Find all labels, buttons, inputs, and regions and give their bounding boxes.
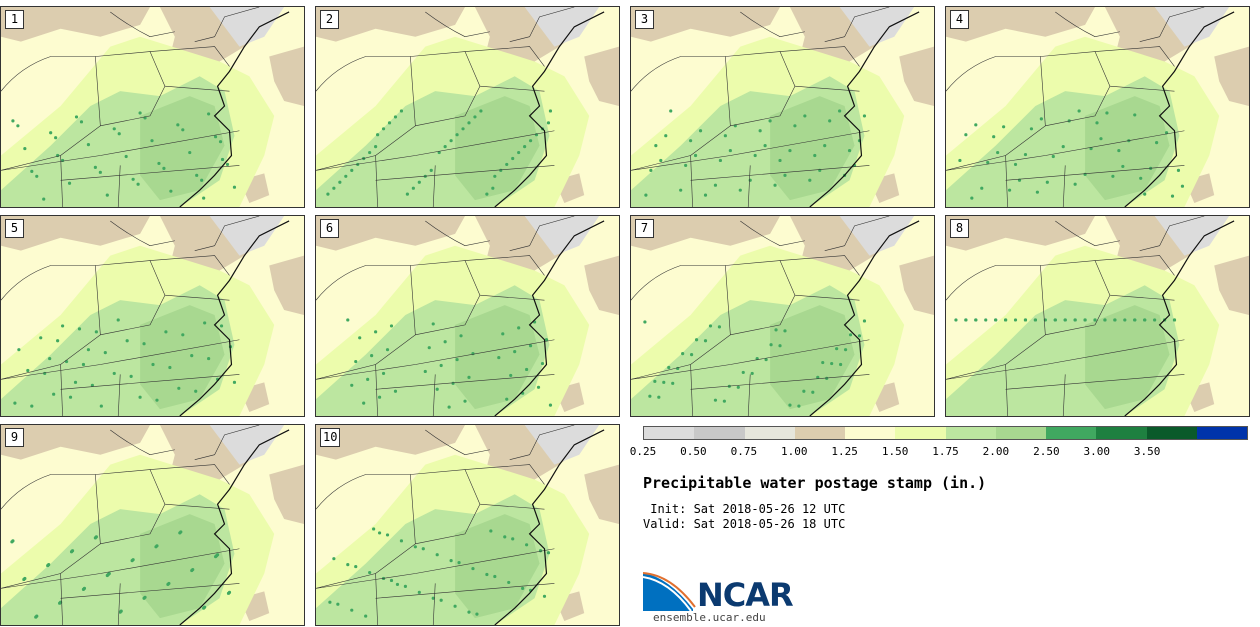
precipitable-water-map (946, 216, 1249, 416)
panel-number: 10 (320, 428, 341, 447)
map-panel: 9 (0, 424, 305, 626)
precipitable-water-map (316, 216, 619, 416)
init-time: Init: Sat 2018-05-26 12 UTC (643, 502, 846, 516)
colorbar-tick-label: 3.00 (1083, 445, 1111, 458)
map-panel: 2 (315, 6, 620, 208)
precipitable-water-map (1, 216, 304, 416)
panel-number: 5 (5, 219, 24, 238)
colorbar-segment (794, 427, 845, 439)
colorbar-segment (644, 427, 695, 439)
precipitable-water-map (316, 7, 619, 207)
precipitable-water-map (1, 7, 304, 207)
colorbar-segment (1196, 427, 1247, 439)
panel-number: 3 (635, 10, 654, 29)
colorbar-tick-label: 2.50 (1033, 445, 1060, 458)
colorbar-tick-label: 1.25 (831, 445, 858, 458)
logo-text: NCAR (697, 576, 794, 614)
map-panel: 5 (0, 215, 305, 417)
map-panel: 8 (945, 215, 1250, 417)
panel-number: 9 (5, 428, 24, 447)
panel-number: 2 (320, 10, 339, 29)
colorbar-ticks: 0.25 0.50 0.75 1.00 1.25 1.50 1.75 2.00 2.50 3.00… (630, 445, 1248, 459)
colorbar-segment (845, 427, 896, 439)
precipitable-water-map (1, 425, 304, 625)
precipitable-water-map (946, 7, 1249, 207)
colorbar-segment (895, 427, 946, 439)
colorbar-segment (1146, 427, 1197, 439)
colorbar-tick-label: 0.50 (680, 445, 707, 458)
colorbar-segment (1096, 427, 1147, 439)
precipitable-water-map (631, 7, 934, 207)
colorbar-tick-label: 0.75 (730, 445, 758, 458)
map-panel: 3 (630, 6, 935, 208)
map-panel: 4 (945, 6, 1250, 208)
valid-time: Valid: Sat 2018-05-26 18 UTC (643, 517, 846, 531)
panel-number: 8 (950, 219, 969, 238)
colorbar-tick-label: 3.50 (1133, 445, 1161, 458)
precipitable-water-map (316, 425, 619, 625)
panel-number: 1 (5, 10, 24, 29)
panel-number: 4 (950, 10, 969, 29)
panel-number: 6 (320, 219, 339, 238)
precipitable-water-map (631, 216, 934, 416)
colorbar-segment (1046, 427, 1097, 439)
colorbar-tick-label: 2.00 (982, 445, 1010, 458)
colorbar-tick-label: 1.75 (932, 445, 959, 458)
colorbar (643, 426, 1248, 440)
colorbar-segment (694, 427, 745, 439)
panel-number: 7 (635, 219, 654, 238)
ncar-logo-icon (643, 572, 696, 612)
map-panel: 10 (315, 424, 620, 626)
map-panel: 7 (630, 215, 935, 417)
colorbar-tick-label: 1.00 (781, 445, 808, 458)
map-panel: 6 (315, 215, 620, 417)
site-url: ensemble.ucar.edu (653, 611, 766, 624)
colorbar-tick-label: 1.50 (881, 445, 909, 458)
colorbar-segment (995, 427, 1046, 439)
map-panel: 1 (0, 6, 305, 208)
colorbar-tick-label: 0.25 (629, 445, 657, 458)
colorbar-segment (744, 427, 795, 439)
chart-title: Precipitable water postage stamp (in.) (643, 474, 987, 492)
colorbar-segment (945, 427, 996, 439)
